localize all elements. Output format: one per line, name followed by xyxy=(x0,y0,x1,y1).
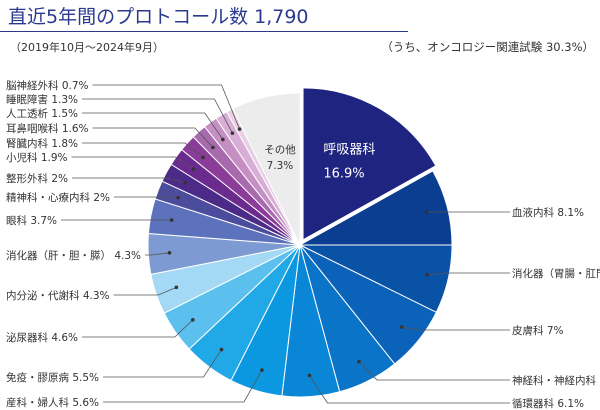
slice-label-脳神経外科: 脳神経外科 0.7% xyxy=(6,79,89,92)
leader-dot-免疫-膠原病 xyxy=(219,347,224,352)
leader-dot-内分泌-代謝科 xyxy=(174,285,179,290)
slice-label-血液内科: 血液内科 8.1% xyxy=(512,206,584,219)
slice-label-腎臓内科: 腎臓内科 1.8% xyxy=(6,137,78,150)
slice-label-神経科-神経内科: 神経科・神経内科 6.5% xyxy=(512,374,600,387)
leader-dot-泌尿器科 xyxy=(191,318,195,322)
slice-label-消化器-胃腸-肛門-: 消化器（胃腸・肛門） 7.3% xyxy=(512,267,600,280)
leader-line-泌尿器科 xyxy=(82,319,194,338)
leader-line-消化器-肝-胆-膵- xyxy=(145,252,170,256)
leader-line-皮膚科 xyxy=(401,326,510,331)
leader-dot-脳神経外科 xyxy=(237,127,242,131)
slice-label-小児科: 小児科 1.9% xyxy=(6,151,68,164)
slice-value-呼吸器科: 16.9% xyxy=(323,167,364,182)
slice-label-睡眠障害: 睡眠障害 1.3% xyxy=(6,93,78,106)
slice-label-人工透析: 人工透析 1.5% xyxy=(6,107,78,120)
slice-label-皮膚科: 皮膚科 7% xyxy=(512,324,564,337)
leader-dot-人工透析 xyxy=(221,137,225,142)
leader-dot-小児科 xyxy=(191,167,196,171)
leader-line-内分泌-代謝科 xyxy=(113,286,177,296)
slice-label-眼科: 眼科 3.7% xyxy=(6,214,57,227)
leader-line-耳鼻咽喉科 xyxy=(92,127,214,148)
leader-dot-精神科-心療内科 xyxy=(176,195,180,200)
leader-dot-消化器-胃腸-肛門- xyxy=(425,272,430,277)
leader-line-睡眠障害 xyxy=(82,98,233,134)
leader-line-脳神経外科 xyxy=(92,84,240,130)
leader-line-人工透析 xyxy=(82,112,224,140)
slice-label-整形外科: 整形外科 2% xyxy=(6,172,68,185)
leader-dot-神経科-神経内科 xyxy=(357,359,361,364)
slice-label-消化器-肝-胆-膵-: 消化器（肝・胆・膵） 4.3% xyxy=(6,249,141,262)
leader-dot-皮膚科 xyxy=(399,325,404,329)
leader-line-精神科-心療内科 xyxy=(114,196,179,199)
pie-slice-呼吸器科 xyxy=(302,87,437,241)
leader-line-神経科-神経内科 xyxy=(358,361,510,381)
leader-dot-整形外科 xyxy=(183,180,187,185)
slice-value-other: 7.3% xyxy=(267,160,294,172)
leader-dot-循環器科 xyxy=(307,373,312,378)
leader-line-腎臓内科 xyxy=(82,142,204,158)
slice-label-産科-婦人科: 産科・婦人科 5.6% xyxy=(6,396,99,409)
leader-dot-消化器-肝-胆-膵- xyxy=(167,250,172,255)
leader-dot-血液内科 xyxy=(424,210,429,214)
slice-label-循環器科: 循環器科 6.1% xyxy=(512,397,584,410)
leader-line-消化器-胃腸-肛門- xyxy=(427,272,510,276)
leader-dot-産科-婦人科 xyxy=(260,368,264,372)
pie-slice-その他 xyxy=(232,92,301,246)
slice-label-other: その他 xyxy=(264,143,296,156)
slice-label-免疫-膠原病: 免疫・膠原病 5.5% xyxy=(6,371,99,384)
title-underline xyxy=(0,31,408,32)
slice-label-呼吸器科: 呼吸器科 xyxy=(323,143,375,158)
period-label: （2019年10月～2024年9月） xyxy=(10,41,164,54)
leader-dot-腎臓内科 xyxy=(201,155,205,160)
leader-line-循環器科 xyxy=(309,375,510,404)
slice-label-内分泌-代謝科: 内分泌・代謝科 4.3% xyxy=(6,289,110,302)
leader-line-整形外科 xyxy=(72,177,186,184)
oncology-note: （うち、オンコロジー関連試験 30.3%） xyxy=(381,40,594,54)
slice-label-泌尿器科: 泌尿器科 4.6% xyxy=(6,331,78,344)
leader-dot-眼科 xyxy=(169,218,174,222)
leader-dot-睡眠障害 xyxy=(230,131,235,135)
slice-label-耳鼻咽喉科: 耳鼻咽喉科 1.6% xyxy=(6,122,89,135)
slice-label-精神科-心療内科: 精神科・心療内科 2% xyxy=(6,191,110,204)
leader-line-小児科 xyxy=(71,156,194,170)
leader-dot-耳鼻咽喉科 xyxy=(211,145,215,150)
leader-line-産科-婦人科 xyxy=(103,369,263,403)
leader-line-免疫-膠原病 xyxy=(103,349,222,378)
chart-title: 直近5年間のプロトコール数 1,790 xyxy=(8,6,309,28)
